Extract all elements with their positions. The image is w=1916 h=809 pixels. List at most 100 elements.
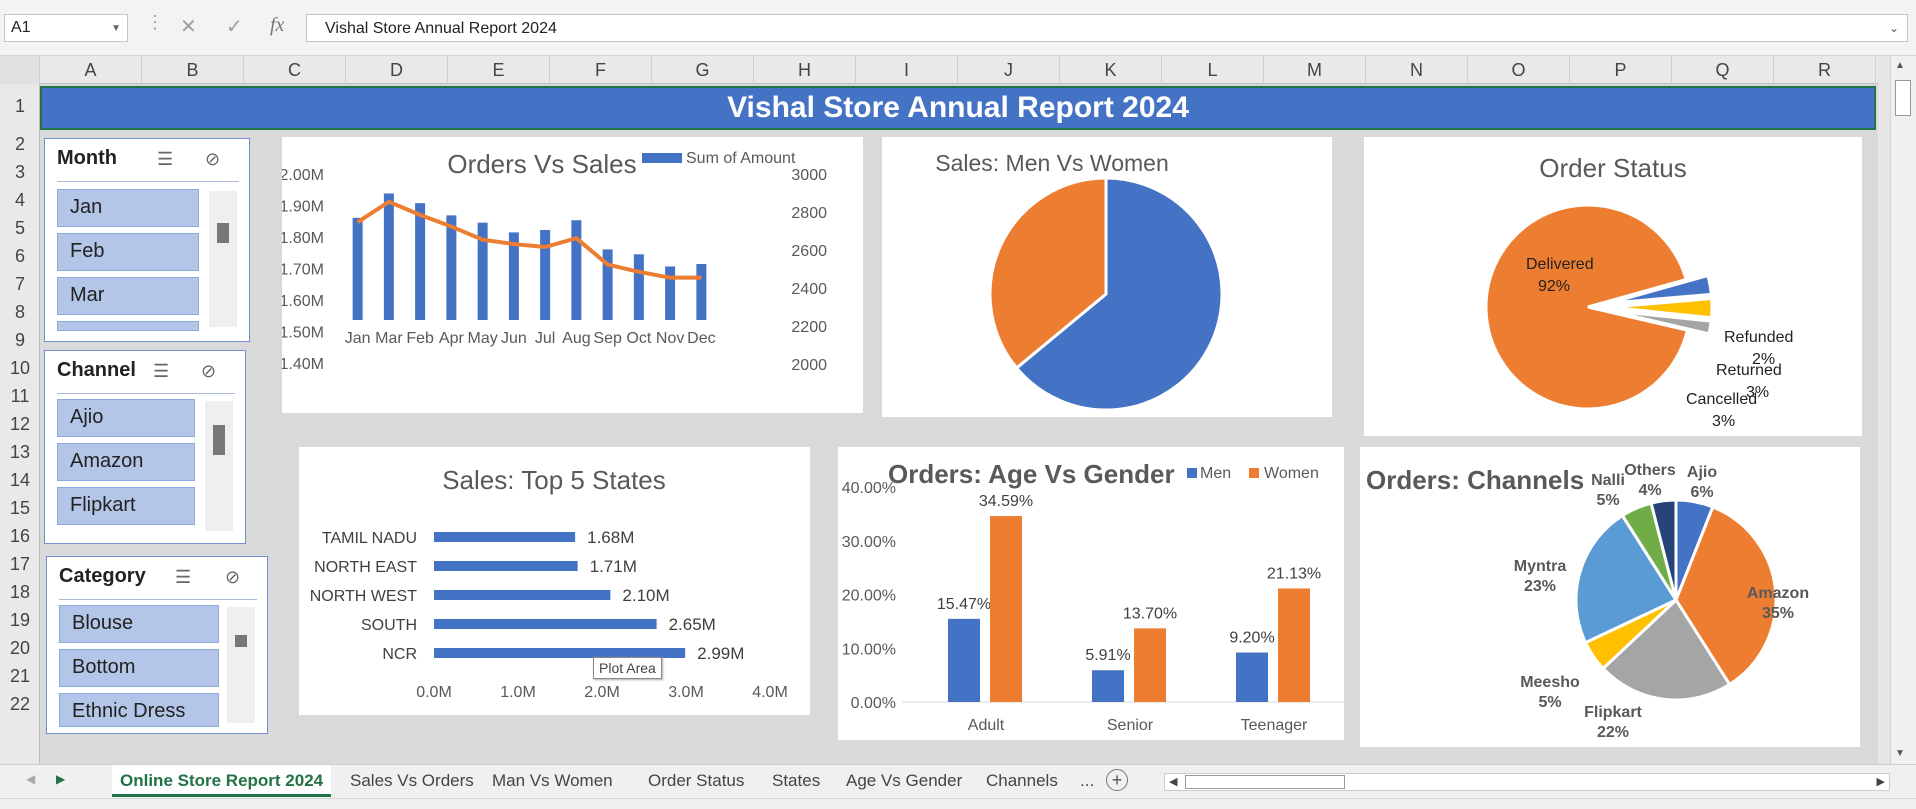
- select-all-corner[interactable]: [0, 56, 40, 84]
- scroll-thumb[interactable]: [1895, 80, 1911, 116]
- row-header-20[interactable]: 20: [9, 638, 31, 658]
- column-header-c[interactable]: C: [244, 56, 346, 84]
- tab-online-store-report[interactable]: Online Store Report 2024: [112, 765, 332, 797]
- scroll-right-icon[interactable]: ▶: [1876, 776, 1885, 788]
- horizontal-scrollbar[interactable]: ◀ ▶: [1164, 773, 1890, 791]
- report-banner[interactable]: Vishal Store Annual Report 2024: [40, 86, 1876, 130]
- row-header-17[interactable]: 17: [9, 554, 31, 574]
- column-header-k[interactable]: K: [1060, 56, 1162, 84]
- slicer-item[interactable]: Amazon: [57, 443, 195, 481]
- scroll-thumb[interactable]: [217, 223, 229, 243]
- add-sheet-icon[interactable]: +: [1106, 769, 1128, 791]
- slicer-item[interactable]: Ajio: [57, 399, 195, 437]
- row-header-4[interactable]: 4: [14, 190, 25, 210]
- column-header-h[interactable]: H: [754, 56, 856, 84]
- scroll-thumb[interactable]: [213, 425, 225, 455]
- row-header-13[interactable]: 13: [9, 442, 31, 462]
- chart-channels[interactable]: Orders: Channels Ajio 6% Amazon 35% Flipkart…: [1360, 447, 1860, 747]
- row-header-10[interactable]: 10: [9, 358, 31, 378]
- slicer-scrollbar[interactable]: [209, 191, 237, 327]
- row-header-14[interactable]: 14: [9, 470, 31, 490]
- slicer-category[interactable]: Category ☰ ⊘ Blouse Bottom Ethnic Dress: [46, 556, 268, 734]
- row-header-16[interactable]: 16: [9, 526, 31, 546]
- column-header-o[interactable]: O: [1468, 56, 1570, 84]
- row-header-15[interactable]: 15: [9, 498, 31, 518]
- row-header-8[interactable]: 8: [14, 302, 25, 322]
- column-header-a[interactable]: A: [40, 56, 142, 84]
- tab-order-status[interactable]: Order Status: [648, 771, 745, 790]
- cancel-icon[interactable]: ✕: [180, 16, 197, 38]
- clear-filter-icon[interactable]: ⊘: [225, 567, 241, 587]
- row-header-21[interactable]: 21: [9, 666, 31, 686]
- multi-select-icon[interactable]: ☰: [153, 361, 170, 381]
- column-header-f[interactable]: F: [550, 56, 652, 84]
- slicer-channel[interactable]: Channel ☰ ⊘ Ajio Amazon Flipkart: [44, 350, 246, 544]
- column-header-g[interactable]: G: [652, 56, 754, 84]
- chart-order-status[interactable]: Order Status Delivered 92% Refunded 2% R…: [1364, 137, 1862, 436]
- row-header-5[interactable]: 5: [14, 218, 25, 238]
- scroll-down-icon[interactable]: ▼: [1895, 748, 1905, 759]
- tab-states[interactable]: States: [772, 771, 821, 790]
- tab-next-icon[interactable]: ▶: [56, 772, 66, 786]
- slicer-item[interactable]: Blouse: [59, 605, 219, 643]
- clear-filter-icon[interactable]: ⊘: [201, 361, 217, 381]
- clear-filter-icon[interactable]: ⊘: [205, 149, 221, 169]
- slicer-item-partial[interactable]: [57, 321, 199, 331]
- slicer-item[interactable]: Flipkart: [57, 487, 195, 525]
- expand-formula-icon[interactable]: ⌄: [1888, 21, 1899, 35]
- row-header-22[interactable]: 22: [9, 694, 31, 714]
- row-header-11[interactable]: 11: [10, 386, 30, 406]
- tab-age-vs-gender[interactable]: Age Vs Gender: [846, 771, 963, 790]
- column-header-q[interactable]: Q: [1672, 56, 1774, 84]
- scroll-thumb[interactable]: [235, 635, 247, 647]
- tab-sales-vs-orders[interactable]: Sales Vs Orders: [350, 771, 474, 790]
- column-header-r[interactable]: R: [1774, 56, 1876, 84]
- chart-men-vs-women[interactable]: Sales: Men Vs Women: [882, 137, 1332, 417]
- row-header-12[interactable]: 12: [9, 414, 31, 434]
- vertical-scrollbar[interactable]: ▲ ▼: [1890, 56, 1916, 770]
- scroll-left-icon[interactable]: ◀: [1169, 776, 1178, 788]
- row-header-18[interactable]: 18: [9, 582, 31, 602]
- insert-function-icon[interactable]: fx: [270, 14, 285, 36]
- bar: [1092, 670, 1124, 702]
- chart-age-vs-gender[interactable]: Orders: Age Vs Gender Men Women 40.00% 30…: [838, 447, 1344, 740]
- column-header-m[interactable]: M: [1264, 56, 1366, 84]
- slicer-scrollbar[interactable]: [205, 401, 233, 531]
- tab-more[interactable]: ...: [1080, 771, 1095, 790]
- row-header-2[interactable]: 2: [14, 134, 25, 154]
- slicer-item[interactable]: Feb: [57, 233, 199, 271]
- row-header-1[interactable]: 1: [14, 96, 25, 116]
- slicer-item[interactable]: Mar: [57, 277, 199, 315]
- formula-input[interactable]: Vishal Store Annual Report 2024 ⌄: [306, 14, 1908, 42]
- tab-man-vs-women[interactable]: Man Vs Women: [492, 771, 613, 790]
- row-header-3[interactable]: 3: [14, 162, 25, 182]
- column-header-j[interactable]: J: [958, 56, 1060, 84]
- tab-prev-icon[interactable]: ◀: [26, 772, 36, 786]
- column-header-d[interactable]: D: [346, 56, 448, 84]
- slicer-scrollbar[interactable]: [227, 607, 255, 723]
- multi-select-icon[interactable]: ☰: [175, 567, 192, 587]
- slicer-item[interactable]: Ethnic Dress: [59, 693, 219, 727]
- multi-select-icon[interactable]: ☰: [157, 149, 174, 169]
- slicer-month[interactable]: Month ☰ ⊘ Jan Feb Mar: [44, 138, 250, 342]
- row-header-6[interactable]: 6: [14, 246, 25, 266]
- name-box[interactable]: A1 ▼: [4, 14, 128, 42]
- scroll-up-icon[interactable]: ▲: [1895, 60, 1905, 71]
- column-header-i[interactable]: I: [856, 56, 958, 84]
- chart-orders-vs-sales[interactable]: Orders Vs Sales Sum of Amount 2.00M 1.90M…: [280, 137, 863, 413]
- row-header-19[interactable]: 19: [9, 610, 31, 630]
- h-scroll-thumb[interactable]: [1185, 775, 1345, 789]
- row-header-7[interactable]: 7: [14, 274, 25, 294]
- chart-top5-states[interactable]: Sales: Top 5 States TAMIL NADU 1.68M NORTH…: [299, 447, 810, 715]
- tab-channels[interactable]: Channels: [986, 771, 1058, 790]
- chevron-down-icon[interactable]: ▼: [111, 23, 121, 34]
- slicer-item[interactable]: Jan: [57, 189, 199, 227]
- column-header-p[interactable]: P: [1570, 56, 1672, 84]
- slicer-item[interactable]: Bottom: [59, 649, 219, 687]
- column-header-n[interactable]: N: [1366, 56, 1468, 84]
- row-header-9[interactable]: 9: [14, 330, 25, 350]
- column-header-l[interactable]: L: [1162, 56, 1264, 84]
- column-header-e[interactable]: E: [448, 56, 550, 84]
- enter-icon[interactable]: ✓: [226, 16, 243, 38]
- column-header-b[interactable]: B: [142, 56, 244, 84]
